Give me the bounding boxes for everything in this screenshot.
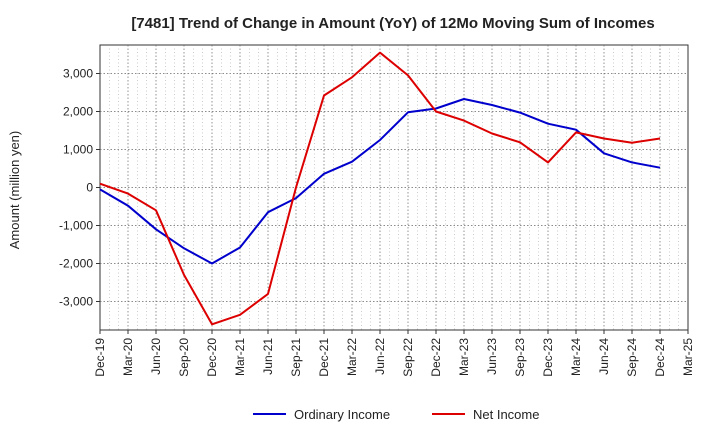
- y-tick-label: -2,000: [59, 257, 93, 271]
- x-tick-label: Dec-19: [93, 338, 107, 377]
- y-axis-ticks: -3,000 -2,000 -1,000 0 1,000 2,000 3,000: [59, 67, 100, 309]
- x-tick-label: Sep-20: [177, 338, 191, 377]
- series-line: [99, 51, 661, 326]
- x-tick-label: Jun-24: [597, 338, 611, 375]
- y-axis-label: Amount (million yen): [7, 131, 22, 250]
- y-tick-label: 3,000: [63, 67, 93, 81]
- chart-title: [7481] Trend of Change in Amount (YoY) o…: [131, 15, 654, 32]
- x-tick-label: Mar-23: [457, 338, 471, 376]
- legend: Ordinary Income Net Income: [253, 407, 539, 422]
- y-tick-label: 1,000: [63, 143, 93, 157]
- x-tick-label: Dec-22: [429, 338, 443, 377]
- x-tick-label: Jun-22: [373, 338, 387, 375]
- x-tick-label: Sep-22: [401, 338, 415, 377]
- x-tick-label: Dec-20: [205, 338, 219, 377]
- legend-label: Net Income: [473, 407, 539, 422]
- x-tick-label: Jun-20: [149, 338, 163, 375]
- x-tick-label: Sep-21: [289, 338, 303, 377]
- x-axis-ticks: Dec-19 Mar-20 Jun-20 Sep-20 Dec-20 Mar-21 Jun-…: [93, 330, 695, 377]
- x-tick-label: Dec-23: [541, 338, 555, 377]
- series-line: [99, 98, 661, 265]
- series-layer: [99, 51, 661, 326]
- y-tick-label: -1,000: [59, 219, 93, 233]
- x-tick-label: Mar-21: [233, 338, 247, 376]
- y-tick-label: 0: [86, 181, 93, 195]
- x-tick-label: Jun-21: [261, 338, 275, 375]
- y-tick-label: -3,000: [59, 295, 93, 309]
- x-tick-label: Mar-20: [121, 338, 135, 376]
- y-tick-label: 2,000: [63, 105, 93, 119]
- legend-label: Ordinary Income: [294, 407, 390, 422]
- x-tick-label: Sep-23: [513, 338, 527, 377]
- x-tick-label: Sep-24: [625, 338, 639, 377]
- x-tick-label: Dec-21: [317, 338, 331, 377]
- x-tick-label: Mar-22: [345, 338, 359, 376]
- x-tick-label: Mar-24: [569, 338, 583, 376]
- x-tick-label: Jun-23: [485, 338, 499, 375]
- x-tick-label: Mar-25: [681, 338, 695, 376]
- x-tick-label: Dec-24: [653, 338, 667, 377]
